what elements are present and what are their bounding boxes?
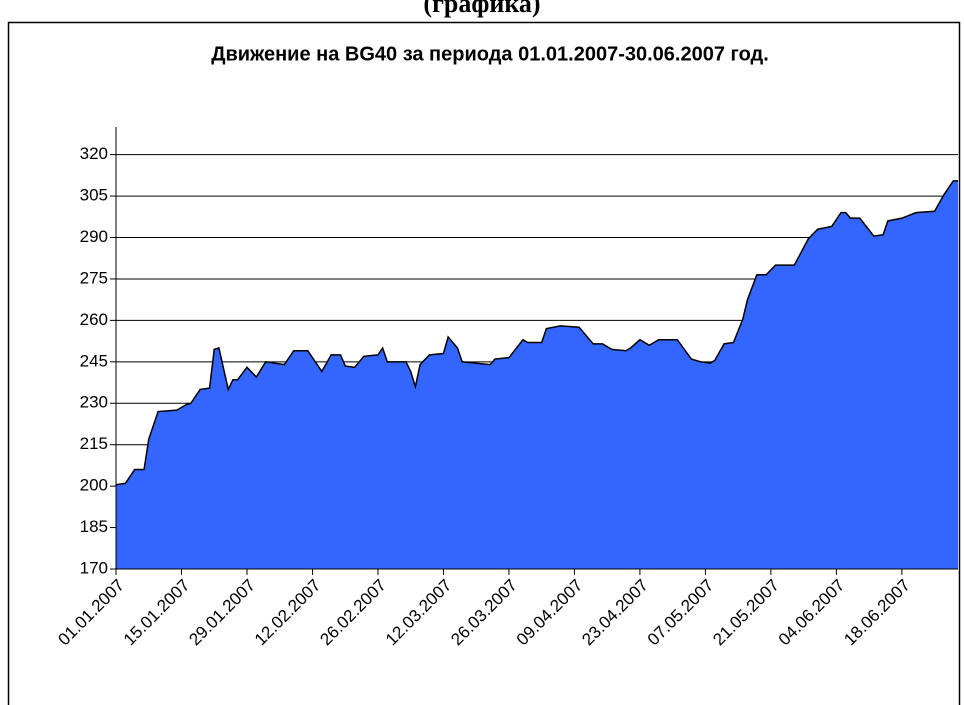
y-tick-label: 185 bbox=[80, 517, 108, 536]
chart: (графика) Движение на BG40 за периода 01… bbox=[0, 0, 964, 705]
y-tick-label: 290 bbox=[80, 227, 108, 246]
y-tick-label: 305 bbox=[80, 186, 108, 205]
y-tick-label: 275 bbox=[80, 268, 108, 287]
y-tick-label: 230 bbox=[80, 393, 108, 412]
y-tick-label: 200 bbox=[80, 476, 108, 495]
y-tick-label: 320 bbox=[80, 144, 108, 163]
page: (графика) Движение на BG40 за периода 01… bbox=[0, 0, 964, 705]
y-tick-label: 245 bbox=[80, 351, 108, 370]
chart-title: Движение на BG40 за периода 01.01.2007-3… bbox=[211, 43, 769, 65]
heading: (графика) bbox=[423, 0, 540, 18]
y-tick-label: 170 bbox=[80, 558, 108, 577]
y-tick-label: 260 bbox=[80, 310, 108, 329]
y-tick-label: 215 bbox=[80, 434, 108, 453]
